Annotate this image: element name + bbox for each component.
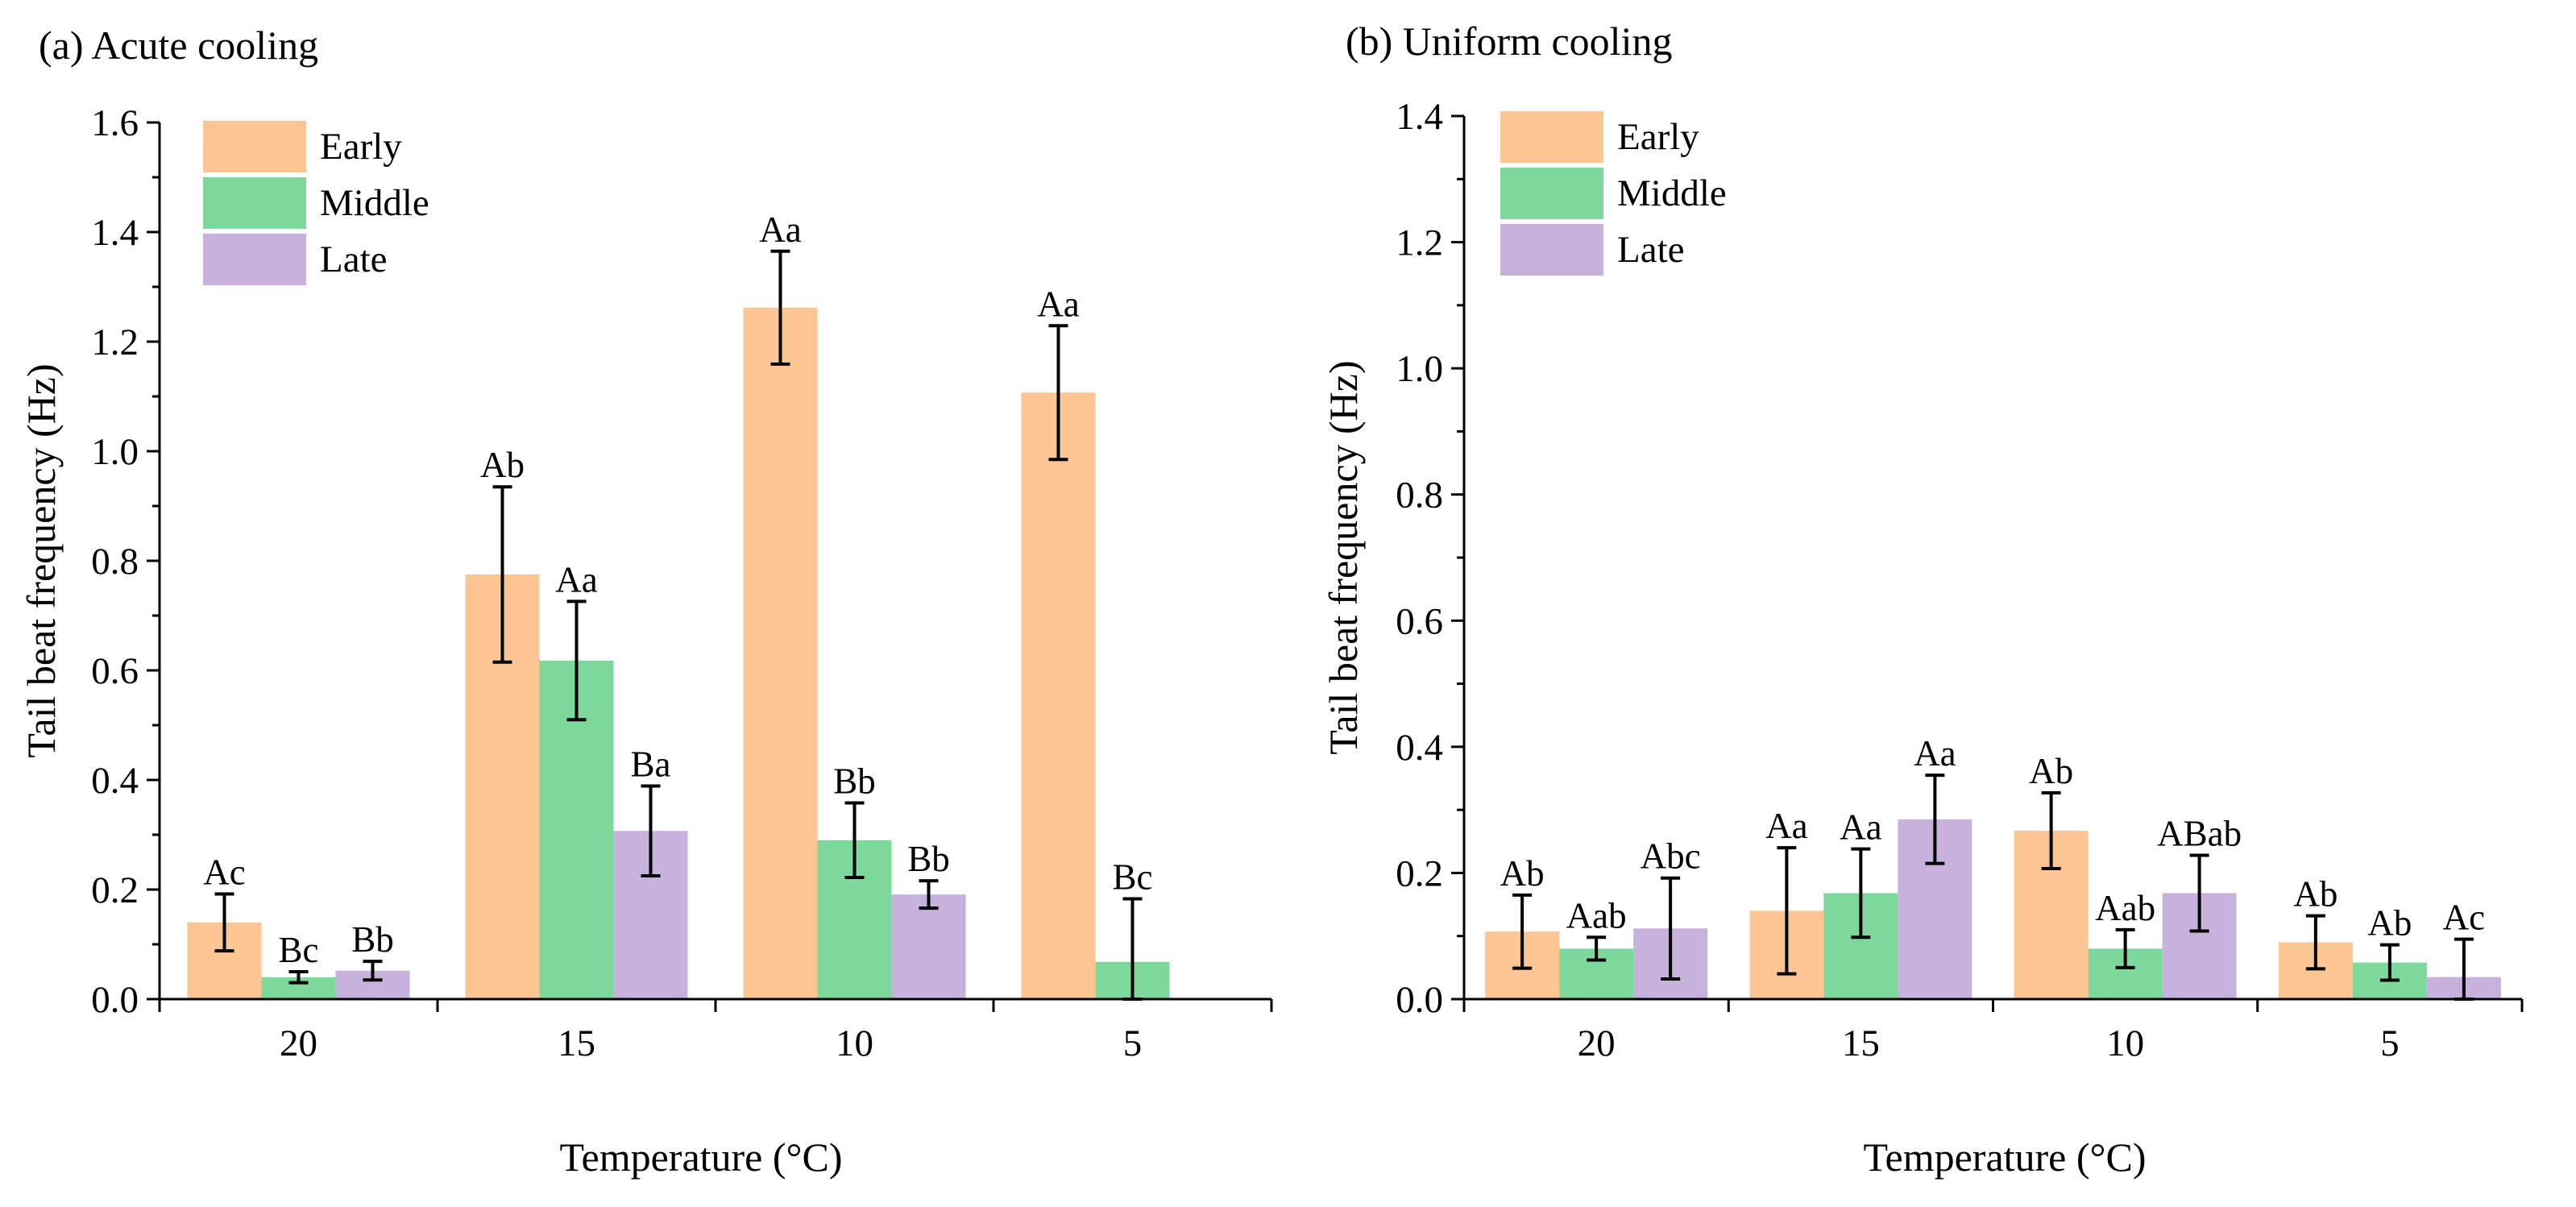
y-axis-label: Tail beat frequency (Hz) [1321, 360, 1366, 754]
bar-early-10 [743, 307, 818, 1000]
significance-label: Ab [2293, 874, 2337, 915]
x-tick-label: 10 [836, 1022, 873, 1064]
significance-label: Ac [2443, 898, 2485, 938]
y-tick-label: 0.8 [1396, 475, 1443, 516]
bar-late-10 [891, 894, 966, 999]
significance-label: ABab [2157, 814, 2242, 854]
x-tick-label: 5 [1123, 1022, 1143, 1064]
y-tick-label: 1.6 [91, 102, 139, 144]
y-tick-label: 0.4 [1396, 727, 1443, 769]
significance-label: Aa [1037, 284, 1079, 324]
significance-label: Aab [1566, 895, 1627, 935]
legend-label-early: Early [320, 126, 402, 168]
chart-title: (a) Acute cooling [39, 23, 318, 68]
legend-swatch-middle [1500, 168, 1603, 219]
y-axis-label: Tail beat frequency (Hz) [19, 363, 64, 757]
y-tick-label: 0.2 [1396, 852, 1443, 894]
x-tick-label: 5 [2380, 1022, 2400, 1064]
significance-label: Ba [631, 744, 671, 784]
y-tick-label: 0.6 [1396, 600, 1443, 642]
significance-label: Bc [279, 930, 319, 970]
y-tick-label: 1.4 [1396, 96, 1443, 138]
legend-label-middle: Middle [320, 182, 429, 224]
y-tick-label: 0.2 [91, 869, 139, 911]
y-tick-label: 0.0 [91, 979, 139, 1021]
legend-label-middle: Middle [1617, 172, 1727, 214]
chart-panel-1: (b) Uniform cooling Ab Aa Ab Ab Aab Aa Aab Ab Abc… [1321, 19, 2524, 1180]
legend-swatch-early [203, 121, 306, 172]
y-tick-label: 1.0 [91, 431, 139, 473]
significance-label: Ab [2367, 903, 2412, 944]
y-tick-label: 1.0 [1396, 348, 1443, 390]
legend-swatch-middle [203, 177, 306, 229]
significance-label: Bc [1113, 857, 1153, 898]
y-tick-label: 0.8 [91, 541, 139, 583]
legend-label-late: Late [1617, 229, 1685, 271]
significance-label: Ab [2029, 751, 2073, 791]
x-tick-label: 15 [1842, 1022, 1880, 1064]
significance-label: Bb [351, 919, 394, 960]
legend-swatch-late [1500, 224, 1603, 276]
x-tick-label: 20 [1578, 1022, 1616, 1064]
x-axis-label: Temperature (°C) [559, 1134, 842, 1180]
significance-label: Aa [1840, 807, 1881, 848]
y-tick-label: 0.0 [1396, 979, 1443, 1021]
significance-label: Bb [833, 761, 876, 802]
legend-swatch-late [203, 234, 306, 285]
significance-label: Abc [1641, 836, 1701, 877]
legend-swatch-early [1500, 111, 1603, 163]
significance-label: Aa [1914, 733, 1956, 774]
significance-label: Ac [203, 852, 245, 892]
y-tick-label: 1.4 [91, 212, 139, 254]
x-tick-label: 15 [558, 1022, 595, 1064]
chart-title: (b) Uniform cooling [1346, 19, 1672, 64]
significance-label: Aa [1765, 806, 1807, 846]
significance-label: Bb [907, 839, 950, 879]
legend-label-late: Late [320, 238, 388, 280]
y-tick-label: 0.6 [91, 650, 139, 692]
y-tick-label: 0.4 [91, 760, 139, 802]
y-tick-label: 1.2 [91, 321, 139, 363]
x-tick-label: 10 [2106, 1022, 2144, 1064]
bar-early-5 [1021, 392, 1096, 999]
y-tick-label: 1.2 [1396, 222, 1443, 264]
significance-label: Ab [1500, 853, 1545, 894]
significance-label: Ab [480, 445, 525, 485]
x-axis-label: Temperature (°C) [1863, 1134, 2146, 1180]
legend-label-early: Early [1617, 116, 1699, 158]
significance-label: Aa [759, 209, 801, 250]
significance-label: Aab [2095, 888, 2155, 928]
x-tick-label: 20 [280, 1022, 317, 1064]
chart-panel-0: (a) Acute cooling Ac Ab Aa Aa Bc Aa Bb Bc Bb Ba Bb 0… [19, 23, 1273, 1180]
significance-label: Aa [555, 559, 597, 599]
